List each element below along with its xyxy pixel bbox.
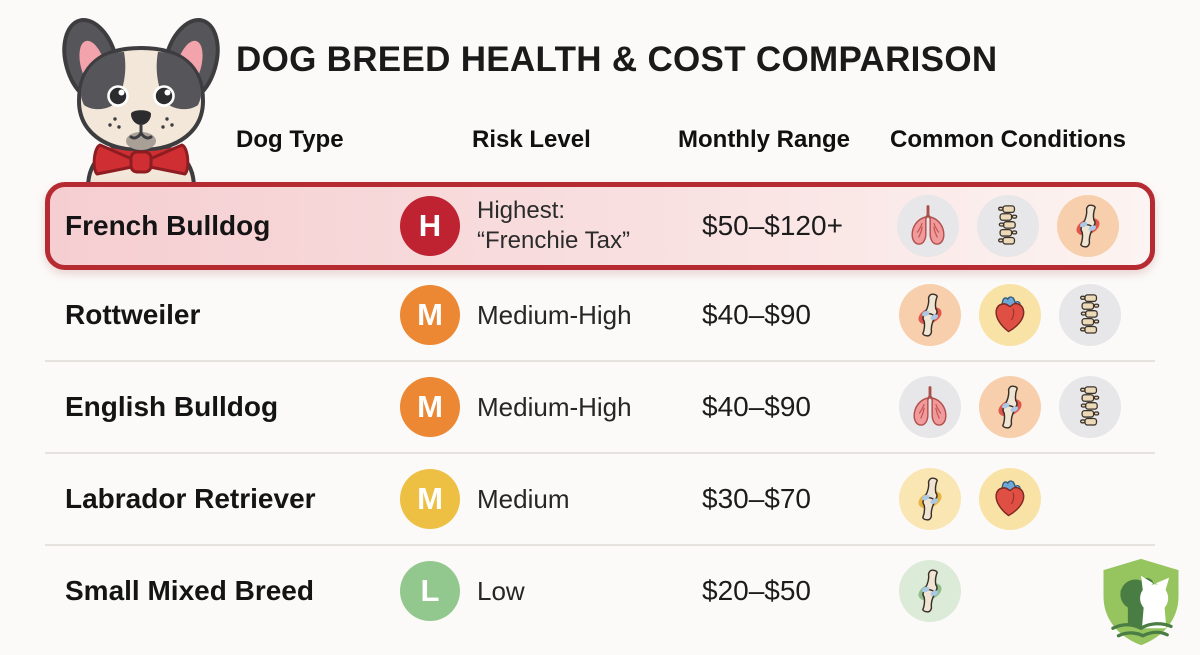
column-header-monthly-range: Monthly Range bbox=[678, 126, 850, 153]
dog-cat-shield-logo bbox=[1103, 558, 1179, 646]
joint-condition-icon bbox=[899, 560, 961, 622]
column-header-dog-type: Dog Type bbox=[236, 126, 344, 153]
monthly-range-value: $50–$120+ bbox=[702, 210, 843, 241]
monthly-range-value: $30–$70 bbox=[702, 483, 812, 514]
breed-name: English Bulldog bbox=[65, 391, 279, 422]
table-row-labrador-retriever: Labrador Retriever M Medium $30–$70 bbox=[45, 454, 1155, 546]
lungs-condition-icon bbox=[897, 195, 959, 257]
risk-badge: H bbox=[400, 196, 460, 256]
spine-condition-icon bbox=[1059, 284, 1121, 346]
breed-name: Small Mixed Breed bbox=[65, 575, 314, 606]
joint-condition-icon bbox=[899, 468, 961, 530]
spine-condition-icon bbox=[977, 195, 1039, 257]
joint-condition-icon bbox=[899, 284, 961, 346]
breed-name: Rottweiler bbox=[65, 299, 201, 330]
risk-label: Medium-High bbox=[477, 391, 632, 422]
table-row-small-mixed-breed: Small Mixed Breed L Low $20–$50 bbox=[45, 546, 1155, 636]
page-title: DOG BREED HEALTH & COST COMPARISON bbox=[236, 40, 998, 79]
column-header-common-conditions: Common Conditions bbox=[890, 126, 1126, 153]
table-row-english-bulldog: English Bulldog M Medium-High $40–$90 bbox=[45, 362, 1155, 454]
risk-badge: M bbox=[400, 469, 460, 529]
table-row-rottweiler: Rottweiler M Medium-High $40–$90 bbox=[45, 270, 1155, 362]
risk-label: Low bbox=[477, 575, 525, 606]
joint-condition-icon bbox=[979, 376, 1041, 438]
condition-icons bbox=[862, 560, 1155, 622]
heart-condition-icon bbox=[979, 468, 1041, 530]
condition-icons bbox=[862, 468, 1155, 530]
monthly-range-value: $40–$90 bbox=[702, 299, 812, 330]
breed-table: Rottweiler M Medium-High $40–$90 English… bbox=[45, 270, 1155, 636]
heart-condition-icon bbox=[979, 284, 1041, 346]
column-header-risk-level: Risk Level bbox=[472, 126, 591, 153]
risk-label: Medium-High bbox=[477, 299, 632, 330]
french-bulldog-mascot bbox=[62, 18, 220, 188]
monthly-range-value: $40–$90 bbox=[702, 391, 812, 422]
monthly-range-value: $20–$50 bbox=[702, 575, 812, 606]
spine-condition-icon bbox=[1059, 376, 1121, 438]
breed-name: Labrador Retriever bbox=[65, 483, 316, 514]
condition-icons bbox=[862, 376, 1155, 438]
risk-badge: L bbox=[400, 561, 460, 621]
risk-label: Highest: “Frenchie Tax” bbox=[477, 197, 630, 254]
risk-label: Medium bbox=[477, 483, 570, 514]
condition-icons bbox=[862, 284, 1155, 346]
risk-badge: M bbox=[400, 285, 460, 345]
table-row-french-bulldog-highlighted: French Bulldog H Highest: “Frenchie Tax”… bbox=[45, 182, 1155, 270]
risk-badge: M bbox=[400, 377, 460, 437]
lungs-condition-icon bbox=[899, 376, 961, 438]
condition-icons bbox=[862, 195, 1150, 257]
joint-condition-icon bbox=[1057, 195, 1119, 257]
breed-name: French Bulldog bbox=[65, 210, 271, 241]
